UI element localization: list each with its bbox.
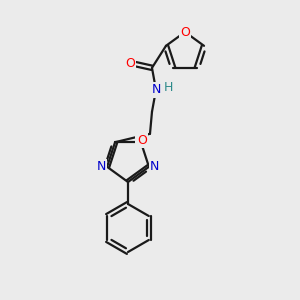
Text: N: N [96,160,106,173]
Text: N: N [150,160,160,173]
Text: O: O [125,57,135,70]
Text: N: N [151,83,161,96]
Text: O: O [137,134,147,147]
Text: O: O [180,26,190,38]
Text: H: H [163,81,173,94]
